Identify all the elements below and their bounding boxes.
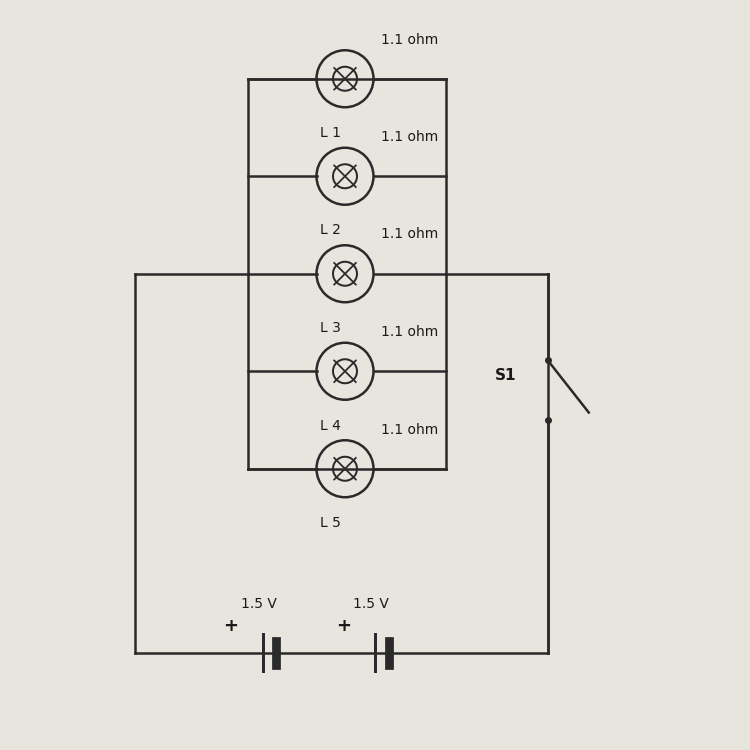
Text: 1.1 ohm: 1.1 ohm [381, 422, 438, 436]
Text: 1.1 ohm: 1.1 ohm [381, 32, 438, 46]
Text: L 3: L 3 [320, 321, 341, 335]
Text: 1.5 V: 1.5 V [241, 597, 277, 611]
Text: 1.1 ohm: 1.1 ohm [381, 130, 438, 144]
Text: 1.5 V: 1.5 V [353, 597, 389, 611]
Text: S1: S1 [495, 368, 517, 382]
Text: 1.1 ohm: 1.1 ohm [381, 227, 438, 242]
Text: +: + [224, 617, 238, 635]
Text: +: + [336, 617, 351, 635]
Text: L 5: L 5 [320, 516, 341, 530]
Text: L 4: L 4 [320, 419, 341, 433]
Text: L 2: L 2 [320, 224, 341, 238]
Text: L 1: L 1 [320, 126, 341, 140]
Text: 1.1 ohm: 1.1 ohm [381, 325, 438, 339]
